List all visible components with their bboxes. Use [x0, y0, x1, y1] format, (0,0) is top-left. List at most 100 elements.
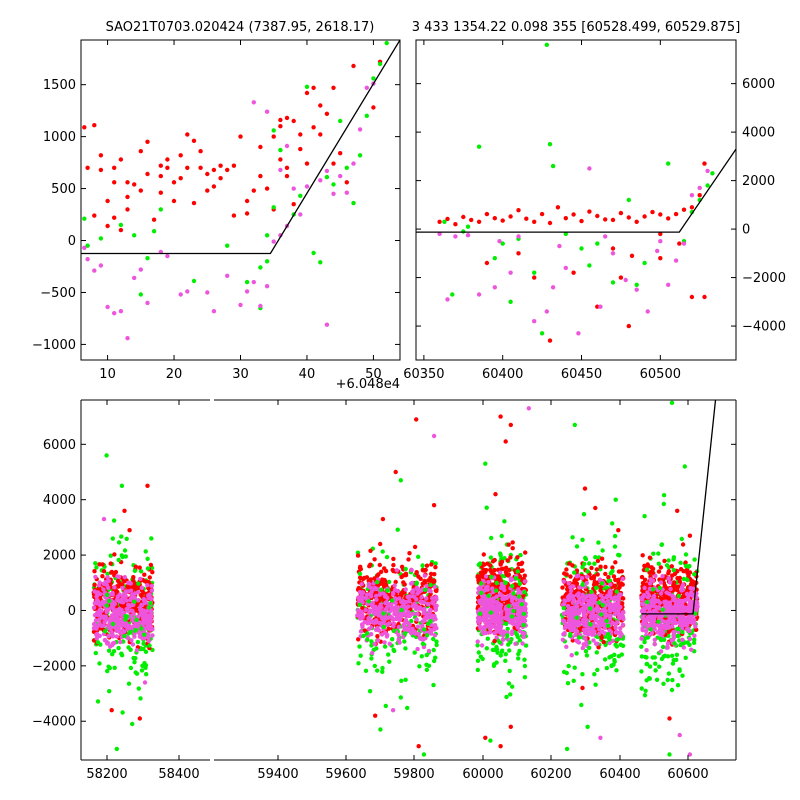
- green-point: [123, 617, 128, 622]
- red-point: [547, 220, 553, 226]
- green-point: [97, 661, 102, 666]
- red-point: [112, 215, 117, 220]
- red-point: [522, 573, 527, 578]
- magenta-point: [366, 616, 371, 621]
- green-point: [682, 464, 687, 469]
- red-point: [118, 157, 124, 162]
- green-point: [662, 653, 667, 658]
- magenta-point: [425, 601, 430, 606]
- magenta-point: [681, 241, 687, 246]
- red-point: [422, 578, 427, 584]
- magenta-point: [318, 178, 323, 183]
- magenta-point: [415, 624, 421, 629]
- green-point: [563, 231, 568, 237]
- red-point: [666, 216, 671, 221]
- red-point: [510, 546, 515, 551]
- green-point: [94, 565, 99, 570]
- green-point: [412, 650, 417, 655]
- magenta-point: [599, 618, 604, 623]
- magenta-point: [639, 596, 644, 601]
- x-tick-label: 60400: [599, 767, 640, 782]
- green-point: [574, 615, 579, 620]
- red-point: [503, 439, 508, 444]
- magenta-point: [481, 604, 486, 610]
- magenta-point: [574, 574, 579, 579]
- magenta-point: [581, 606, 586, 611]
- magenta-point: [114, 634, 120, 639]
- green-point: [610, 280, 616, 285]
- red-point: [393, 469, 398, 475]
- green-point: [522, 663, 528, 669]
- green-point: [142, 632, 147, 637]
- green-point: [643, 654, 648, 660]
- magenta-point: [483, 574, 489, 579]
- magenta-point: [513, 641, 518, 646]
- magenta-point: [359, 616, 364, 621]
- green-point: [135, 639, 141, 645]
- red-point: [105, 198, 110, 204]
- magenta-point: [331, 191, 336, 196]
- red-point: [592, 580, 598, 586]
- red-point: [492, 557, 497, 563]
- magenta-point: [121, 595, 126, 600]
- green-point: [503, 580, 508, 586]
- red-point: [595, 572, 600, 577]
- magenta-point: [144, 626, 149, 631]
- green-point: [583, 649, 589, 654]
- green-point: [132, 660, 137, 665]
- magenta-point: [137, 634, 143, 639]
- magenta-point: [677, 732, 682, 738]
- green-point: [612, 657, 617, 663]
- green-point: [532, 270, 537, 275]
- green-point: [580, 672, 585, 677]
- magenta-point: [91, 621, 97, 627]
- magenta-point: [93, 618, 99, 623]
- magenta-point: [97, 617, 102, 622]
- red-point: [621, 596, 626, 601]
- magenta-point: [145, 620, 151, 625]
- green-point: [502, 519, 507, 524]
- magenta-point: [697, 185, 702, 191]
- green-point: [114, 746, 120, 752]
- magenta-point: [582, 614, 588, 619]
- green-point: [679, 641, 685, 647]
- magenta-point: [655, 248, 660, 254]
- magenta-point: [271, 239, 276, 244]
- green-point: [671, 557, 676, 562]
- magenta-point: [134, 648, 140, 653]
- red-point: [555, 205, 561, 210]
- magenta-point: [667, 600, 672, 605]
- magenta-point: [496, 615, 501, 620]
- green-point: [681, 576, 686, 582]
- red-point: [304, 90, 310, 96]
- y-tick-label: 6000: [43, 438, 76, 453]
- y-tick-label: 500: [51, 182, 76, 197]
- magenta-point: [580, 645, 585, 651]
- green-point: [611, 662, 616, 667]
- green-point: [678, 560, 683, 565]
- magenta-point: [304, 184, 310, 189]
- red-point: [98, 167, 104, 173]
- magenta-point: [434, 603, 439, 608]
- red-point: [478, 570, 484, 575]
- green-point: [504, 621, 509, 626]
- magenta-point: [661, 619, 666, 624]
- red-point: [642, 214, 647, 219]
- magenta-point: [561, 602, 567, 607]
- green-point: [568, 633, 573, 638]
- green-point: [357, 602, 362, 607]
- red-point: [158, 163, 163, 168]
- green-point: [599, 612, 604, 617]
- magenta-point: [594, 614, 600, 619]
- magenta-point: [117, 620, 122, 625]
- green-point: [620, 643, 626, 648]
- red-point: [205, 188, 210, 193]
- green-point: [604, 665, 609, 671]
- red-point: [595, 213, 600, 219]
- magenta-point: [97, 580, 102, 585]
- green-point: [140, 663, 145, 668]
- magenta-point: [620, 622, 626, 627]
- red-point: [364, 575, 370, 580]
- magenta-point: [377, 620, 382, 626]
- y-tick-label: 1000: [43, 130, 76, 145]
